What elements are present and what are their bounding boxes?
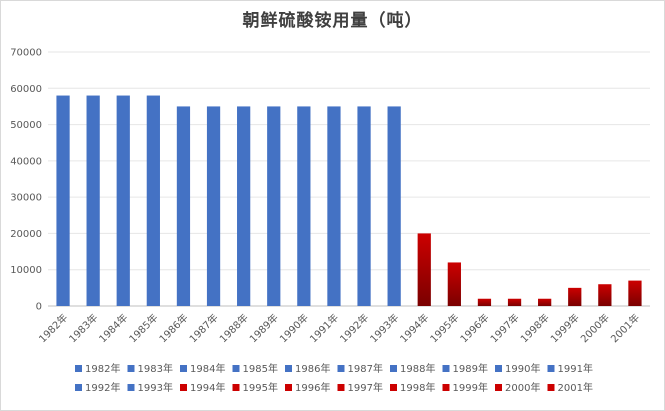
legend-label: 1983年: [138, 362, 173, 375]
bar-1995年: [447, 262, 461, 306]
bar-1987年: [206, 106, 221, 306]
bar-1989年: [267, 106, 281, 306]
legend-label: 1998年: [400, 381, 435, 394]
legend-swatch: [390, 384, 397, 391]
x-tick-label: 1984年: [96, 311, 130, 345]
legend-label: 1996年: [295, 381, 330, 394]
bar-1984年: [116, 95, 130, 307]
x-tick-label: 1998年: [518, 311, 552, 345]
bar-1997年: [507, 298, 522, 306]
x-tick-label: 1991年: [307, 311, 341, 345]
legend-label: 1982年: [85, 362, 120, 375]
bar-2001年: [628, 280, 642, 306]
legend-label: 1985年: [243, 362, 278, 375]
legend-swatch: [495, 384, 502, 391]
y-tick-label: 60000: [10, 84, 42, 95]
legend-swatch: [547, 365, 555, 372]
x-tick-label: 1999年: [548, 311, 582, 345]
bar-1985年: [146, 95, 160, 307]
legend-label: 1999年: [453, 381, 488, 394]
bar-1988年: [237, 106, 251, 306]
legend-label: 1990年: [505, 362, 540, 375]
bar-1982年: [56, 95, 70, 307]
bar-1990年: [297, 106, 311, 306]
legend-label: 1992年: [85, 381, 120, 394]
legend-swatch: [495, 365, 502, 372]
y-tick-label: 40000: [10, 156, 42, 167]
bar-1986年: [176, 106, 191, 306]
bar-1983年: [86, 95, 100, 307]
legend-label: 2000年: [505, 381, 540, 394]
x-tick-label: 1993年: [367, 311, 401, 345]
legend-swatch: [180, 384, 187, 391]
x-tick-label: 1983年: [66, 311, 100, 345]
legend-swatch: [75, 365, 82, 372]
legend-swatch: [285, 384, 292, 391]
legend-swatch: [547, 384, 555, 391]
x-tick-label: 1987年: [186, 311, 220, 345]
x-tick-label: 1982年: [36, 311, 70, 345]
x-axis-ticks: 1982年1983年1984年1985年1986年1987年1988年1989年…: [36, 311, 642, 345]
legend-swatch: [442, 365, 450, 372]
legend-label: 1997年: [348, 381, 383, 394]
bar-1991年: [327, 106, 341, 306]
bars: [56, 95, 642, 307]
bar-1999年: [568, 287, 582, 306]
legend-label: 1991年: [558, 362, 593, 375]
y-axis-ticks: 0 10000 20000 30000 40000 50000 60000 70000: [10, 48, 42, 313]
x-tick-label: 1989年: [247, 311, 281, 345]
y-tick-label: 70000: [10, 48, 42, 59]
legend-swatch: [232, 365, 240, 372]
bar-1993年: [387, 106, 401, 306]
legend-swatch: [337, 384, 345, 391]
x-tick-label: 1990年: [277, 311, 311, 345]
x-tick-label: 1992年: [337, 311, 371, 345]
y-tick-label: 50000: [10, 120, 42, 131]
x-tick-label: 1988年: [217, 311, 251, 345]
legend-swatch: [127, 384, 135, 391]
gridlines: [48, 51, 650, 307]
y-tick-label: 20000: [10, 229, 42, 240]
legend-label: 1984年: [190, 362, 225, 375]
legend-swatch: [390, 365, 397, 372]
legend-label: 1995年: [243, 381, 278, 394]
legend-label: 2001年: [558, 381, 593, 394]
legend-label: 1986年: [295, 362, 330, 375]
legend-swatch: [337, 365, 345, 372]
x-tick-label: 2001年: [608, 311, 642, 345]
chart-title: 朝鲜硫酸铵用量（吨）: [242, 11, 423, 31]
x-tick-label: 2000年: [578, 311, 612, 345]
x-tick-label: 1985年: [126, 311, 160, 345]
legend-swatch: [127, 365, 135, 372]
legend-swatch: [180, 365, 187, 372]
bar-1996年: [477, 298, 492, 306]
legend-label: 1994年: [190, 381, 225, 394]
y-tick-label: 10000: [10, 265, 42, 276]
bar-1994年: [417, 233, 431, 306]
legend: 1982年 1983年 1984年 1985年 1986年 1987年 1988年 1989年…: [75, 362, 593, 394]
legend-label: 1988年: [400, 362, 435, 375]
bar-2000年: [598, 284, 612, 306]
legend-label: 1993年: [138, 381, 173, 394]
legend-swatch: [285, 365, 292, 372]
x-tick-label: 1996年: [457, 311, 491, 345]
bar-1998年: [538, 298, 552, 306]
y-tick-label: 0: [36, 302, 42, 313]
y-tick-label: 30000: [10, 193, 42, 204]
legend-swatch: [232, 384, 240, 391]
legend-swatch: [442, 384, 450, 391]
bar-1992年: [357, 106, 371, 306]
legend-swatch: [75, 384, 82, 391]
legend-label: 1987年: [348, 362, 383, 375]
x-tick-label: 1997年: [487, 311, 521, 345]
x-tick-label: 1995年: [427, 311, 461, 345]
x-tick-label: 1994年: [397, 311, 431, 345]
legend-label: 1989年: [453, 362, 488, 375]
x-tick-label: 1986年: [156, 311, 190, 345]
